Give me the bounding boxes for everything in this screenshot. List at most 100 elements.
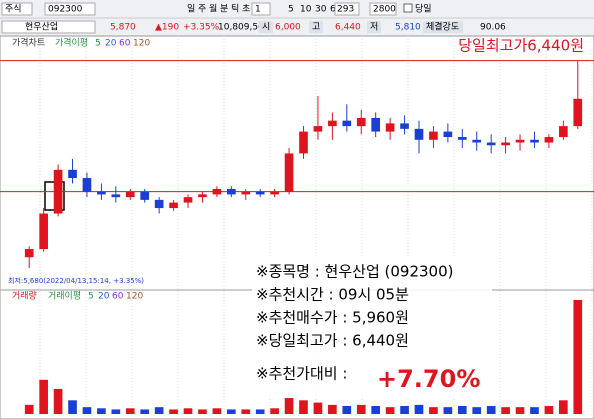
legend-period: 5	[95, 39, 101, 49]
candle-body	[457, 137, 467, 140]
overlay-line: ※추천시간 : 09시 05분	[256, 286, 409, 304]
candle-body	[140, 191, 150, 200]
rate: +3.35%	[183, 23, 220, 33]
volume-bar	[241, 409, 251, 414]
candle-body	[284, 153, 294, 192]
code-input[interactable]: 092300	[48, 5, 83, 15]
candle-body	[68, 169, 77, 179]
volume-bar	[97, 408, 106, 414]
volume-bar	[573, 300, 583, 414]
volume-bar	[457, 406, 467, 414]
candle-body	[530, 139, 539, 143]
count-input[interactable]: 293	[337, 5, 354, 15]
candle-body	[501, 142, 510, 146]
volume-bar	[486, 406, 496, 414]
volume: 10,809,567	[218, 23, 270, 33]
today-checkbox[interactable]	[403, 3, 413, 13]
volume-bar	[385, 407, 395, 414]
field-box	[334, 2, 360, 16]
interval-input[interactable]: 1	[255, 5, 261, 15]
low-value: 5,810	[395, 23, 421, 33]
volume-bar	[82, 407, 92, 414]
strength-label: 체결강도	[426, 22, 459, 33]
total-input[interactable]: 2800	[373, 5, 396, 15]
overlay-rate: +7.70%	[377, 365, 480, 393]
legend-period: 120	[133, 39, 150, 49]
volume-legend: 거래량	[12, 290, 37, 302]
volume-bar	[414, 404, 424, 414]
label-bg	[259, 21, 273, 33]
minute-button[interactable]: 5	[288, 5, 294, 15]
period-button[interactable]: 일	[187, 4, 195, 15]
candle-body	[82, 178, 92, 192]
candle-body	[328, 120, 337, 127]
strength-value: 90.06	[480, 23, 506, 33]
candle-body	[270, 191, 279, 195]
legend-period: 20	[98, 292, 110, 302]
candle-body	[573, 98, 583, 127]
volume-bar	[270, 408, 279, 414]
volume-bar	[356, 404, 366, 414]
legend-price: 가격차트	[12, 37, 45, 49]
volume-bar	[140, 409, 150, 414]
volume-bar	[559, 400, 568, 414]
chart-title: 당일최고가6,440원	[458, 37, 584, 55]
period-button[interactable]: 분	[220, 4, 228, 15]
volume-bar	[501, 407, 510, 414]
overlay-line: ※추천매수가 : 5,960원	[256, 309, 409, 327]
market-select[interactable]: 주식	[5, 4, 22, 15]
candle-body	[169, 202, 178, 209]
candle-body	[53, 169, 63, 214]
minute-button[interactable]: 30	[315, 5, 327, 15]
candle-body	[559, 126, 568, 138]
candle-body	[342, 120, 352, 127]
overlay-line: ※종목명 : 현우산업 (092300)	[256, 263, 454, 281]
candle-body	[154, 199, 164, 209]
overlay-line: ※당일최고가 : 6,440원	[256, 332, 409, 350]
legend-period: 120	[126, 292, 143, 302]
high-label: 고	[312, 23, 320, 33]
legend-period: 60	[112, 292, 124, 302]
candle-body	[183, 197, 193, 203]
period-button[interactable]: 초	[242, 4, 250, 15]
candle-body	[241, 191, 251, 195]
period-button[interactable]: 틱	[231, 3, 239, 15]
candle-body	[255, 191, 265, 195]
period-button[interactable]: 주	[198, 4, 206, 15]
candle-body	[111, 194, 121, 198]
minute-button[interactable]: 10	[300, 5, 312, 15]
volume-bar	[154, 407, 164, 414]
candle-body	[443, 131, 453, 138]
period-button[interactable]: 월	[209, 3, 217, 15]
volume-bar	[544, 406, 554, 414]
price: 5,870	[110, 23, 136, 33]
volume-bar	[299, 400, 308, 414]
volume-bar	[53, 388, 63, 414]
field-box	[251, 2, 271, 16]
volume-bar	[284, 398, 294, 414]
candle-body	[226, 188, 236, 195]
volume-bar	[371, 406, 381, 414]
legend-period: 5	[88, 292, 94, 302]
candle-body	[313, 126, 323, 132]
label-bg	[367, 21, 381, 33]
volume-bar	[125, 408, 135, 414]
open-value: 6,000	[275, 23, 301, 33]
candle-body	[486, 142, 496, 146]
candle-body	[515, 139, 525, 143]
field-box	[44, 2, 96, 16]
volume-bar	[255, 409, 265, 414]
volume-bar	[530, 407, 539, 414]
candle-body	[198, 194, 207, 198]
volume-bar	[68, 400, 77, 414]
candle-body	[299, 131, 308, 154]
low-note: 최저:5,680(2022/04/13,15:14, +3.35%)	[8, 276, 144, 285]
volume-bar	[111, 409, 121, 414]
candle-body	[356, 117, 366, 127]
candle-body	[24, 249, 34, 258]
overlay-bg	[252, 258, 492, 398]
legend-period: 20	[105, 39, 117, 49]
name-field: 현우산업	[25, 22, 58, 33]
volume-bar	[515, 407, 525, 414]
